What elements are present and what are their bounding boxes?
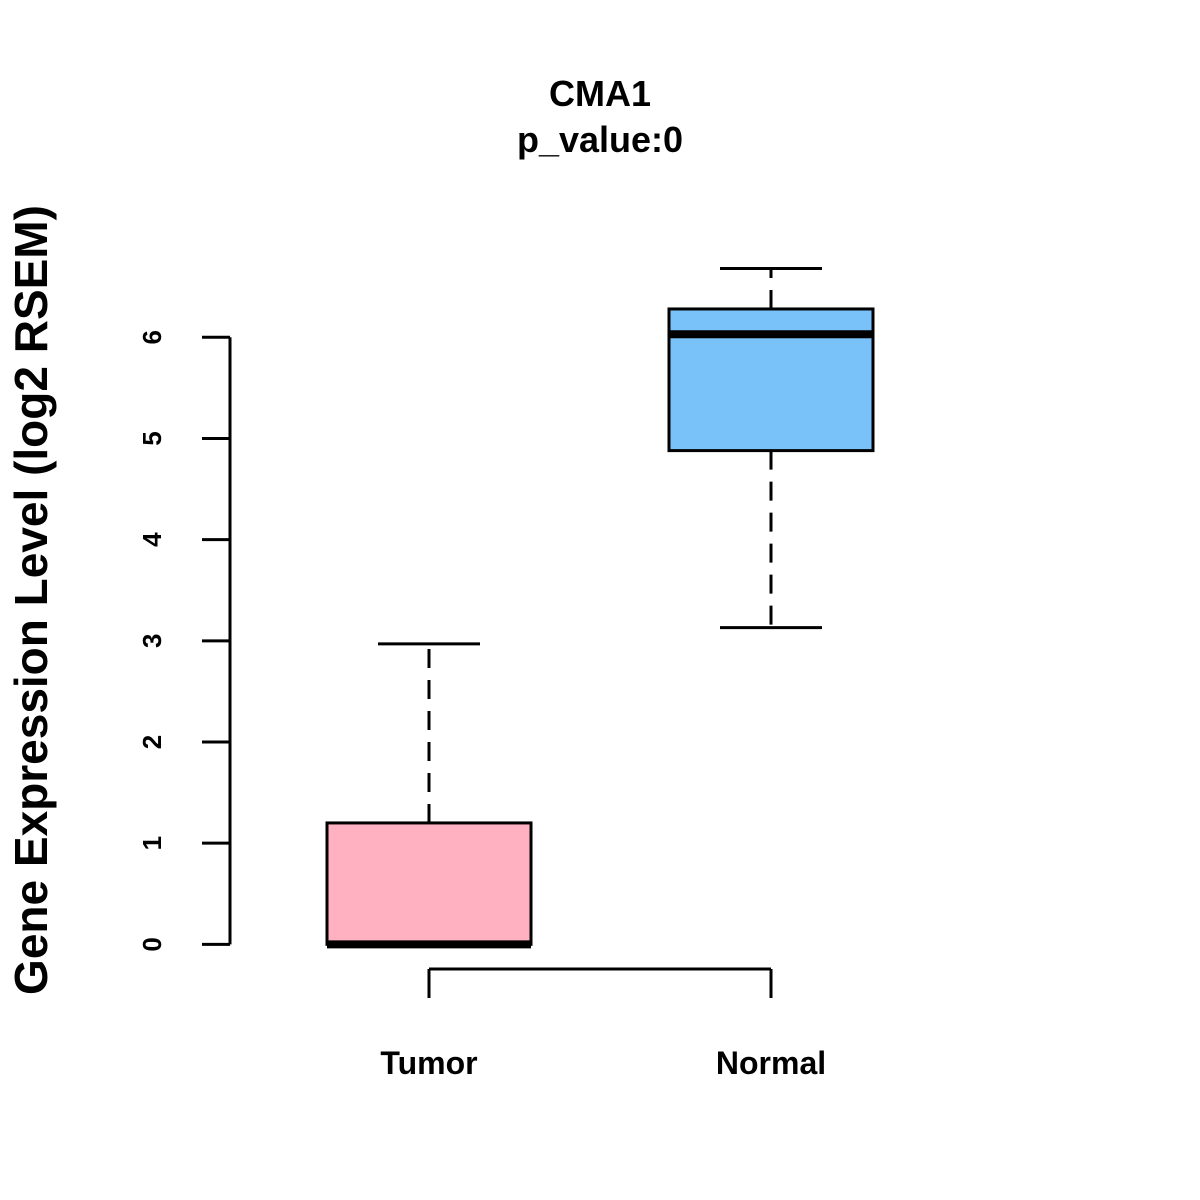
y-tick-label-1: 1 [137,836,167,850]
box-body-normal [667,307,875,453]
chart-subtitle: p_value:0 [517,119,683,160]
y-tick-label-6: 6 [137,330,167,344]
box-body-tumor [325,821,533,946]
y-tick-label-0: 0 [137,937,167,951]
y-tick-label-4: 4 [137,532,167,547]
chart-title: CMA1 [549,73,651,114]
y-axis: 0 1 2 3 4 5 6 [137,330,232,952]
y-tick-label-2: 2 [137,735,167,749]
y-tick-label-3: 3 [137,634,167,648]
x-tick-label-normal: Normal [716,1045,826,1081]
box-normal [667,266,875,630]
box-tumor [325,642,533,949]
x-tick-label-tumor: Tumor [380,1045,477,1081]
y-axis-label: Gene Expression Level (log2 RSEM) [5,205,57,995]
boxes [325,266,875,949]
y-tick-label-5: 5 [137,431,167,445]
x-axis: Tumor Normal [380,967,826,1081]
